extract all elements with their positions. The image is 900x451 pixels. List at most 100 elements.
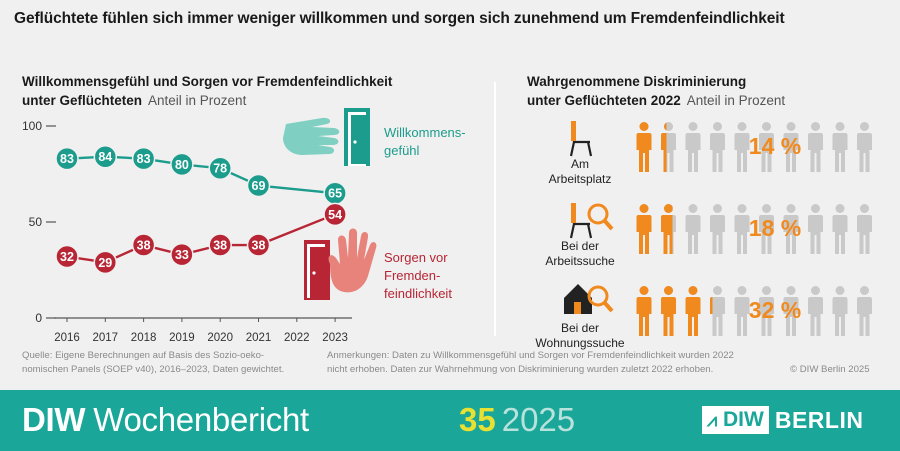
data-label: 80 bbox=[175, 158, 189, 172]
y-tick-label: 0 bbox=[35, 311, 42, 325]
data-point bbox=[93, 250, 118, 275]
data-point bbox=[246, 173, 271, 198]
x-tick-label: 2023 bbox=[322, 332, 348, 344]
person-icon-grey bbox=[857, 204, 872, 254]
person-icon-orange bbox=[636, 204, 652, 254]
data-label: 38 bbox=[137, 239, 151, 253]
worry-door-icon bbox=[304, 240, 330, 300]
data-label: 32 bbox=[60, 250, 74, 264]
panel-divider bbox=[494, 82, 496, 336]
person-icon-orange bbox=[710, 297, 713, 336]
y-tick-label: 100 bbox=[22, 119, 42, 133]
welcome-label-line1: Willkommens- bbox=[384, 125, 466, 140]
data-point bbox=[55, 244, 79, 269]
chair-search-icon bbox=[569, 203, 614, 239]
data-label: 38 bbox=[213, 239, 227, 253]
person-icon-grey bbox=[734, 204, 750, 254]
percent-label: 32 % bbox=[749, 297, 801, 323]
person-icon-grey bbox=[734, 286, 750, 336]
copyright-note: © DIW Berlin 2025 bbox=[790, 364, 870, 375]
percent-label: 14 % bbox=[749, 133, 801, 159]
person-icon-grey bbox=[759, 122, 774, 172]
data-point bbox=[170, 242, 194, 267]
line-chart-title-line1: Willkommensgefühl und Sorgen vor Fremden… bbox=[22, 74, 393, 89]
welcome-door-icon bbox=[344, 108, 370, 166]
person-icon-grey bbox=[857, 122, 872, 172]
x-tick-label: 2016 bbox=[54, 332, 80, 344]
person-icon-grey bbox=[832, 286, 848, 336]
worry-label-line2: Fremden- bbox=[384, 268, 440, 283]
row-label-line: Bei der bbox=[561, 239, 599, 253]
row-label-line: Arbeitsplatz bbox=[549, 172, 612, 186]
x-tick-label: 2022 bbox=[284, 332, 310, 344]
person-icon-orange bbox=[685, 286, 701, 336]
logo-mark-icon: ⩘ bbox=[707, 410, 718, 430]
person-icon-grey bbox=[710, 122, 725, 172]
filled-people bbox=[636, 204, 673, 254]
x-tick-label: 2018 bbox=[131, 332, 157, 344]
line-chart-title-line2: unter Geflüchteten bbox=[22, 93, 143, 108]
issue-year: 2025 bbox=[501, 401, 576, 438]
data-label: 83 bbox=[60, 152, 74, 166]
source-note-line1: Quelle: Eigene Berechnungen auf Basis de… bbox=[22, 350, 265, 361]
brand-diw: DIW bbox=[22, 401, 86, 438]
person-icon-grey bbox=[734, 122, 750, 172]
line-chart-title: Willkommensgefühl und Sorgen vor Fremden… bbox=[22, 72, 392, 110]
x-tick-label: 2017 bbox=[93, 332, 119, 344]
discrimination-title: Wahrgenommene Diskriminierung unter Gefl… bbox=[527, 72, 785, 110]
data-label: 84 bbox=[98, 150, 112, 164]
data-point bbox=[246, 233, 271, 257]
data-point bbox=[131, 233, 156, 257]
issue-num: 35 bbox=[459, 401, 496, 438]
person-icon-orange bbox=[661, 286, 676, 336]
source-note: Quelle: Eigene Berechnungen auf Basis de… bbox=[22, 349, 322, 377]
person-icon-grey bbox=[710, 204, 725, 254]
person-icon-grey bbox=[710, 286, 725, 336]
discrimination-title-line2: unter Geflüchteten 2022 bbox=[527, 93, 681, 108]
data-point bbox=[208, 233, 232, 257]
person-icon-grey bbox=[685, 204, 701, 254]
filled-people bbox=[636, 122, 667, 172]
remarks-note-line1: Anmerkungen: Daten zu Willkommensgefühl … bbox=[327, 350, 734, 361]
percent-label: 18 % bbox=[749, 215, 801, 241]
discrimination-unit: Anteil in Prozent bbox=[686, 93, 786, 108]
data-label: 38 bbox=[252, 239, 266, 253]
person-icon-orange bbox=[636, 286, 652, 336]
person-icon-grey bbox=[783, 286, 799, 336]
data-point bbox=[131, 146, 156, 171]
person-icon-grey bbox=[857, 286, 872, 336]
person-icon-grey bbox=[759, 286, 774, 336]
person-icon-grey bbox=[808, 286, 823, 336]
discrimination-title-line1: Wahrgenommene Diskriminierung bbox=[527, 74, 747, 89]
footer-bar: DIW Wochenbericht 35 2025 ⩘ DIW BERLIN bbox=[0, 390, 900, 451]
worry-label-line1: Sorgen vor bbox=[384, 250, 448, 265]
data-label: 33 bbox=[175, 248, 189, 262]
issue-number: 35 2025 bbox=[459, 401, 575, 439]
x-tick-label: 2021 bbox=[246, 332, 272, 344]
row-label-line: Wohnungssuche bbox=[535, 336, 625, 350]
row-label-line: Arbeitssuche bbox=[545, 254, 615, 268]
logo-text: DIW bbox=[723, 408, 764, 431]
chair-icon bbox=[569, 121, 593, 157]
logo-box: ⩘ DIW bbox=[702, 406, 769, 434]
house-search-icon bbox=[564, 284, 614, 314]
data-label: 78 bbox=[213, 162, 227, 176]
person-icon-orange bbox=[661, 122, 667, 172]
x-tick-label: 2019 bbox=[169, 332, 195, 344]
person-icon-grey bbox=[808, 122, 823, 172]
remarks-note: Anmerkungen: Daten zu Willkommensgefühl … bbox=[327, 349, 767, 377]
person-icon-grey bbox=[832, 122, 848, 172]
welcome-label-line2: gefühl bbox=[384, 143, 420, 158]
person-icon-orange bbox=[661, 204, 673, 254]
worry-label-line3: feindlichkeit bbox=[384, 286, 452, 301]
person-icon-grey bbox=[808, 204, 823, 254]
person-icon-grey bbox=[783, 122, 799, 172]
line-chart-unit: Anteil in Prozent bbox=[148, 93, 247, 108]
data-point bbox=[170, 152, 194, 177]
publication-name: DIW Wochenbericht bbox=[22, 401, 309, 439]
source-note-line2: nomischen Panels (SOEP v40), 2016–2023, … bbox=[22, 364, 285, 375]
logo-city: BERLIN bbox=[774, 406, 864, 433]
data-label: 54 bbox=[328, 208, 342, 222]
person-icon-grey bbox=[759, 204, 774, 254]
welcome-hand-icon bbox=[283, 117, 340, 155]
